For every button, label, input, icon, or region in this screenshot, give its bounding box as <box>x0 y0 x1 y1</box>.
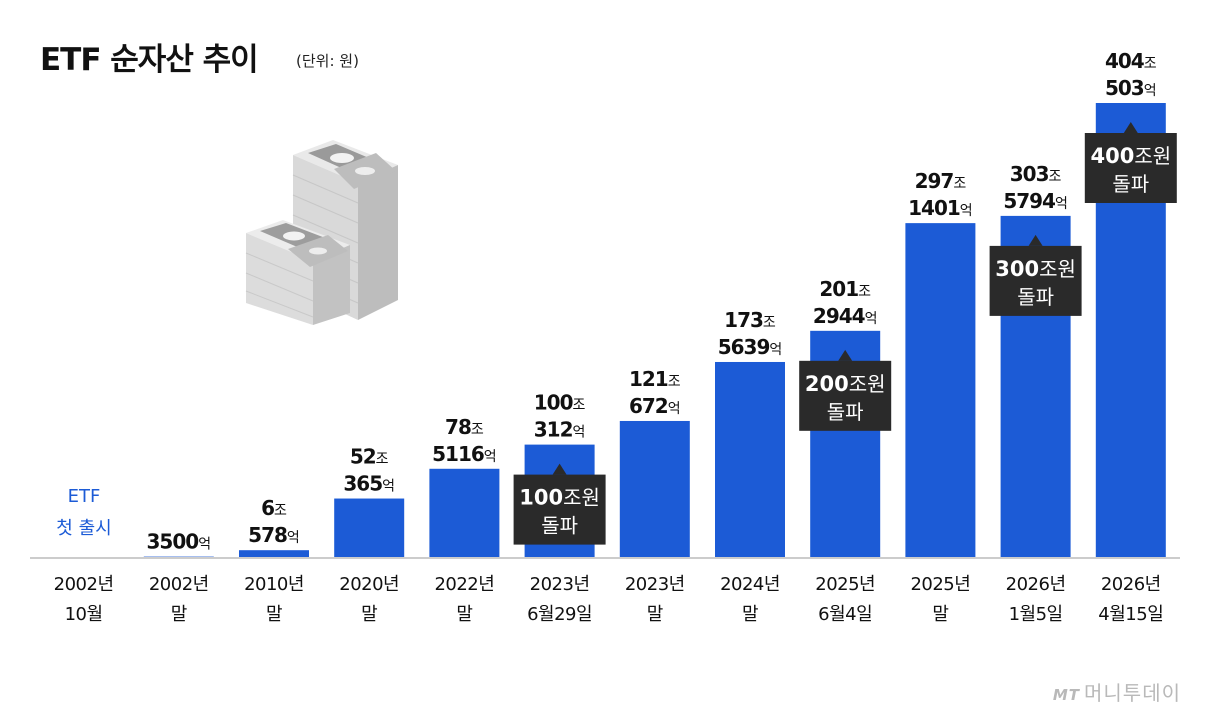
x-tick-label-1-1: 말 <box>171 604 187 625</box>
callout-text-0-0: 100조원 <box>519 486 600 510</box>
value-label-4-1: 5116억 <box>432 442 497 466</box>
value-label-2-1: 578억 <box>248 523 300 547</box>
bar-6 <box>619 420 690 557</box>
value-label-7-0: 173조 <box>724 308 776 332</box>
x-tick-label-8-0: 2025년 <box>815 574 875 595</box>
value-label-8-1: 2944억 <box>813 304 878 328</box>
x-tick-label-9-0: 2025년 <box>910 574 970 595</box>
x-tick-label-2-1: 말 <box>266 604 282 625</box>
callout-pointer-3 <box>1123 121 1138 133</box>
x-tick-label-3-0: 2020년 <box>339 574 399 595</box>
bar-9 <box>905 223 976 557</box>
callout-text-1-1: 돌파 <box>827 400 864 424</box>
callout-text-3-0: 400조원 <box>1090 144 1171 168</box>
callout-text-2-1: 돌파 <box>1017 285 1054 309</box>
value-label-11-0: 404조 <box>1105 49 1157 73</box>
callout-box-1 <box>799 360 892 431</box>
callout-pointer-2 <box>1028 234 1043 246</box>
x-tick-label-4-1: 말 <box>456 604 472 625</box>
launch-label-line1: ETF <box>68 486 101 507</box>
value-label-6-0: 121조 <box>629 367 681 391</box>
value-label-5-1: 312억 <box>534 418 586 442</box>
launch-label-line2: 첫 출시 <box>56 518 111 539</box>
x-tick-label-5-1: 6월29일 <box>527 604 592 625</box>
x-tick-label-7-0: 2024년 <box>720 574 780 595</box>
value-label-2-0: 6조 <box>261 496 287 520</box>
chart-title: ETF 순자산 추이 <box>40 42 259 78</box>
callout-text-0-1: 돌파 <box>541 514 578 538</box>
money-stack-icon <box>245 140 398 325</box>
value-label-9-1: 1401억 <box>908 196 973 220</box>
watermark-logo: MT <box>1052 686 1080 704</box>
callout-pointer-1 <box>838 349 853 361</box>
callout-text-3-1: 돌파 <box>1112 172 1149 196</box>
x-tick-label-7-1: 말 <box>742 604 758 625</box>
value-label-3-1: 365억 <box>343 472 395 496</box>
x-tick-label-9-1: 말 <box>932 604 948 625</box>
x-tick-label-10-1: 1월5일 <box>1009 604 1063 625</box>
x-tick-label-6-0: 2023년 <box>625 574 685 595</box>
value-label-9-0: 297조 <box>915 169 967 193</box>
value-label-10-1: 5794억 <box>1003 189 1068 213</box>
x-tick-label-11-0: 2026년 <box>1101 574 1161 595</box>
x-tick-label-3-1: 말 <box>361 604 377 625</box>
callout-box-3 <box>1084 132 1177 203</box>
x-tick-label-4-0: 2022년 <box>434 574 494 595</box>
x-tick-label-0-1: 10월 <box>65 604 103 625</box>
watermark-text: 머니투데이 <box>1084 681 1181 705</box>
bar-4 <box>429 468 500 557</box>
value-label-5-0: 100조 <box>534 391 586 415</box>
callout-box-0 <box>513 474 606 545</box>
value-label-3-0: 52조 <box>350 445 389 469</box>
value-label-11-1: 503억 <box>1105 76 1157 100</box>
value-label-6-1: 672억 <box>629 394 681 418</box>
callout-text-2-0: 300조원 <box>995 257 1076 281</box>
value-label-4-0: 78조 <box>445 415 484 439</box>
value-label-10-0: 303조 <box>1010 162 1062 186</box>
callout-box-2 <box>989 245 1082 316</box>
x-tick-label-6-1: 말 <box>647 604 663 625</box>
x-tick-label-10-0: 2026년 <box>1006 574 1066 595</box>
unit-label: (단위: 원) <box>296 52 359 70</box>
callout-text-1-0: 200조원 <box>805 372 886 396</box>
value-label-8-0: 201조 <box>819 277 871 301</box>
callout-pointer-0 <box>552 463 567 475</box>
x-tick-label-2-0: 2010년 <box>244 574 304 595</box>
x-tick-label-1-0: 2002년 <box>149 574 209 595</box>
bar-7 <box>715 361 785 557</box>
watermark: MT 머니투데이 <box>1053 677 1181 706</box>
x-tick-label-0-0: 2002년 <box>54 574 114 595</box>
value-label-7-1: 5639억 <box>718 335 783 359</box>
value-label-1-0: 3500억 <box>147 530 212 554</box>
bar-3 <box>334 498 405 557</box>
bar-2 <box>239 550 309 557</box>
x-tick-label-11-1: 4월15일 <box>1098 604 1163 625</box>
x-tick-label-8-1: 6월4일 <box>818 604 872 625</box>
x-tick-label-5-0: 2023년 <box>530 574 590 595</box>
